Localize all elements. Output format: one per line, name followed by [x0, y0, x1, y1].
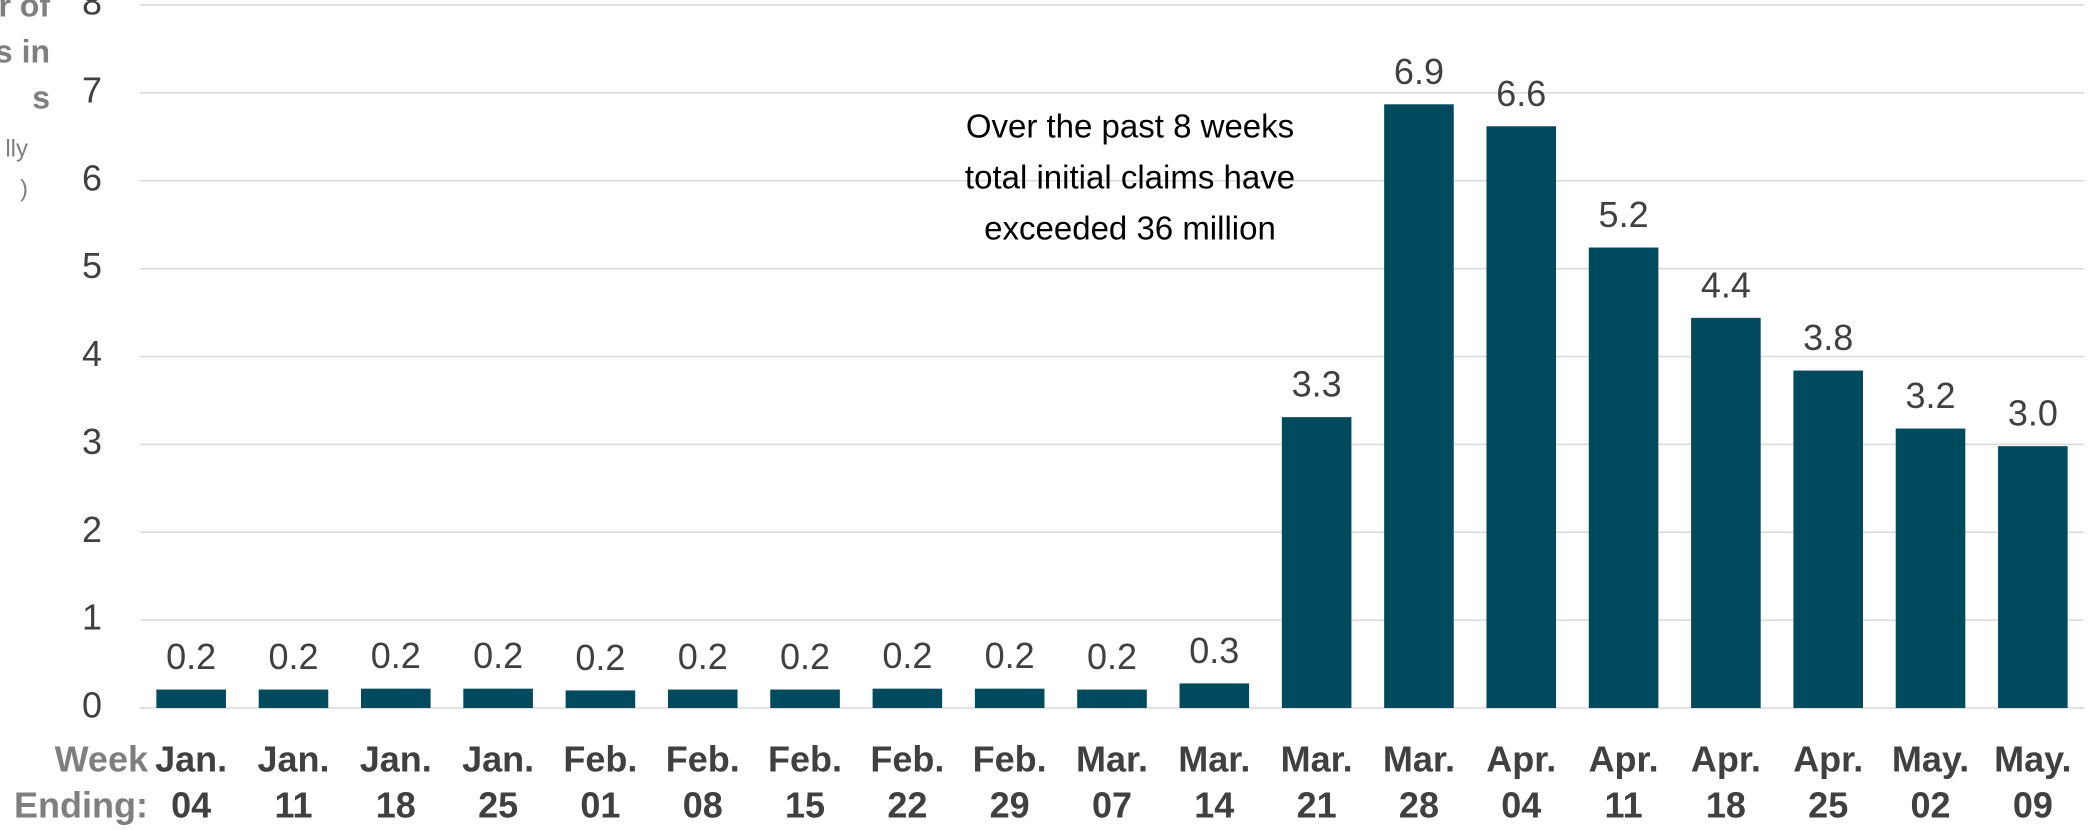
x-tick-label: 08	[683, 785, 723, 826]
x-tick-label: Apr.	[1691, 739, 1761, 780]
y-tick-label: 1	[82, 597, 102, 638]
bar	[1793, 370, 1863, 708]
y-tick-label: 6	[82, 157, 102, 198]
x-tick-label: 28	[1399, 785, 1439, 826]
x-tick-label: May.	[1892, 739, 1969, 780]
x-tick-label: 29	[990, 785, 1030, 826]
value-label: 0.2	[166, 636, 216, 677]
bar	[361, 688, 431, 708]
value-label: 3.0	[2008, 393, 2058, 434]
x-tick-label: Mar.	[1178, 739, 1250, 780]
x-tick-label: Mar.	[1383, 739, 1455, 780]
value-label: 5.2	[1599, 194, 1649, 235]
bar	[1691, 317, 1761, 708]
x-tick-label: 21	[1297, 785, 1337, 826]
bar	[1077, 689, 1147, 708]
annotation: total initial claims have	[965, 159, 1295, 196]
y-tick-label: 0	[82, 685, 102, 726]
y-tick-label: 8	[82, 0, 102, 23]
x-tick-label: Feb.	[563, 739, 637, 780]
x-tick-label: Mar.	[1281, 739, 1353, 780]
x-tick-label: 07	[1092, 785, 1132, 826]
x-tick-label: Mar.	[1076, 739, 1148, 780]
y-axis-subtitle: )	[20, 175, 28, 202]
bar	[974, 688, 1045, 708]
bar	[1998, 446, 2068, 708]
bar	[1281, 417, 1352, 708]
x-tick-label: Apr.	[1793, 739, 1863, 780]
x-tick-label: 25	[478, 785, 518, 826]
y-axis-subtitle: lly	[5, 135, 28, 162]
bar	[1486, 126, 1557, 708]
x-axis-title: Week	[55, 739, 149, 780]
bar	[156, 689, 226, 708]
x-tick-label: Jan.	[360, 739, 432, 780]
bar	[1384, 104, 1454, 708]
annotation: Over the past 8 weeks	[966, 108, 1294, 145]
value-label: 3.2	[1906, 375, 1956, 416]
x-tick-label: 02	[1911, 785, 1951, 826]
bar	[258, 689, 329, 708]
value-label: 3.3	[1292, 364, 1342, 405]
x-tick-label: Jan.	[155, 739, 227, 780]
y-axis-title: s in	[0, 33, 50, 69]
x-tick-label: Feb.	[666, 739, 740, 780]
y-axis-title: s	[32, 79, 50, 115]
x-tick-label: Jan.	[257, 739, 329, 780]
x-tick-label: May.	[1994, 739, 2071, 780]
value-label: 6.9	[1394, 51, 1444, 92]
bar	[1895, 428, 1966, 708]
bar	[770, 689, 840, 708]
value-label: 0.2	[575, 637, 625, 678]
x-tick-label: 09	[2013, 785, 2053, 826]
x-tick-label: 15	[785, 785, 825, 826]
x-tick-label: Jan.	[462, 739, 534, 780]
x-tick-label: 18	[376, 785, 416, 826]
y-tick-label: 4	[82, 333, 102, 374]
value-label: 3.8	[1803, 317, 1853, 358]
annotation: exceeded 36 million	[984, 210, 1276, 247]
value-label: 0.2	[473, 635, 523, 676]
value-label: 0.2	[1087, 636, 1137, 677]
x-tick-label: 11	[274, 785, 312, 826]
x-axis-title: Ending:	[14, 785, 148, 826]
bar	[667, 689, 738, 708]
value-label: 0.2	[371, 635, 421, 676]
value-label: 0.2	[780, 636, 830, 677]
y-tick-label: 2	[82, 509, 102, 550]
x-tick-label: 18	[1706, 785, 1746, 826]
y-tick-label: 3	[82, 421, 102, 462]
value-label: 0.3	[1189, 630, 1239, 671]
y-axis-title: er of	[0, 0, 50, 23]
y-tick-label: 5	[82, 245, 102, 286]
x-tick-label: Apr.	[1486, 739, 1556, 780]
x-tick-label: 11	[1605, 785, 1643, 826]
bar	[872, 688, 943, 708]
bar	[565, 690, 636, 708]
x-tick-label: Apr.	[1589, 739, 1659, 780]
x-tick-label: Feb.	[870, 739, 944, 780]
y-tick-label: 7	[82, 69, 102, 110]
bar	[463, 688, 533, 708]
value-label: 0.2	[882, 635, 932, 676]
x-tick-label: Feb.	[973, 739, 1047, 780]
x-tick-label: 04	[171, 785, 211, 826]
x-tick-label: 01	[580, 785, 620, 826]
bar	[1588, 247, 1659, 708]
x-tick-label: Feb.	[768, 739, 842, 780]
value-label: 6.6	[1496, 73, 1546, 114]
bar	[1179, 683, 1250, 708]
value-label: 0.2	[268, 636, 318, 677]
x-tick-label: 04	[1501, 785, 1541, 826]
x-tick-label: 25	[1808, 785, 1848, 826]
x-tick-label: 22	[887, 785, 927, 826]
value-label: 0.2	[985, 635, 1035, 676]
value-label: 4.4	[1701, 264, 1751, 305]
x-tick-label: 14	[1194, 785, 1234, 826]
value-label: 0.2	[678, 636, 728, 677]
